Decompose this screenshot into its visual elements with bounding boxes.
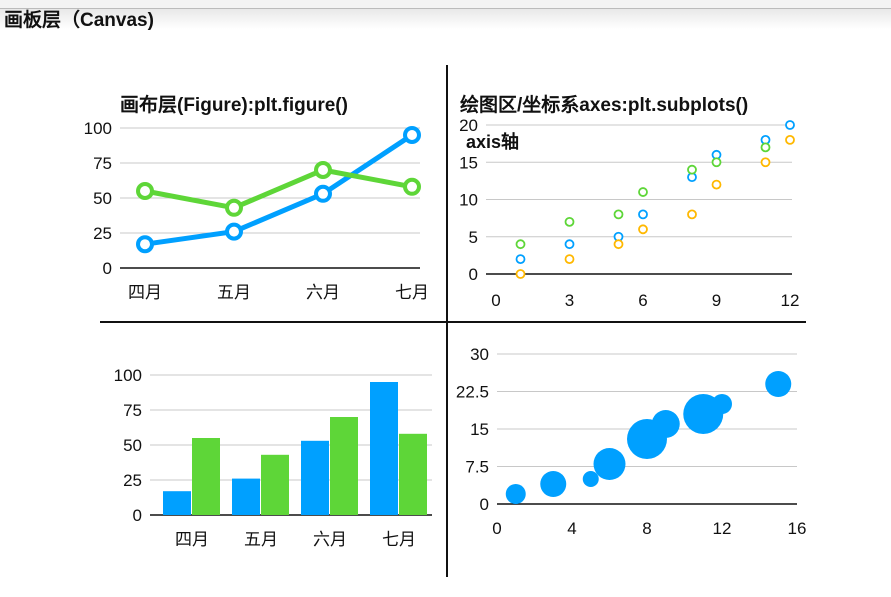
y-tick-label: 25 [93, 224, 112, 243]
point-green [638, 187, 648, 197]
point-green [760, 142, 771, 153]
y-tick-label: 50 [93, 189, 112, 208]
point-green [225, 198, 243, 217]
x-tick-label: 六月 [306, 283, 340, 302]
point-blue [314, 184, 332, 203]
bar-blue [370, 382, 398, 515]
x-tick-label: 0 [491, 291, 500, 310]
bar-blue [163, 491, 191, 515]
y-tick-label: 20 [459, 116, 478, 135]
y-tick-label: 75 [93, 154, 112, 173]
horizontal-divider [100, 321, 806, 323]
bar-green [399, 433, 427, 515]
x-tick-label: 四月 [175, 530, 209, 549]
y-tick-label: 22.5 [456, 383, 489, 402]
x-tick-label: 6 [638, 291, 647, 310]
point-blue [136, 235, 154, 254]
x-tick-label: 9 [712, 291, 721, 310]
y-tick-label: 100 [84, 119, 112, 138]
point-blue [403, 126, 421, 144]
point-green [515, 239, 526, 250]
point-green [314, 161, 332, 179]
bar-green [192, 438, 220, 515]
bar-blue [232, 478, 260, 515]
point-orange [515, 269, 526, 279]
x-tick-label: 七月 [395, 283, 429, 302]
y-tick-label: 50 [123, 436, 142, 455]
x-tick-label: 四月 [128, 283, 162, 302]
y-tick-label: 5 [469, 228, 478, 247]
point-green [564, 216, 575, 227]
x-tick-label: 五月 [244, 530, 278, 549]
bubble [765, 371, 792, 397]
y-tick-label: 30 [470, 345, 489, 364]
y-tick-label: 15 [470, 420, 489, 439]
x-tick-label: 六月 [313, 530, 347, 549]
canvas-title: 画板层（Canvas) [4, 10, 154, 31]
x-tick-label: 16 [788, 519, 807, 538]
bubble [651, 410, 680, 438]
axes-title: 绘图区/坐标系axes:plt.subplots() [460, 95, 749, 116]
point-orange [687, 209, 697, 220]
point-orange [613, 239, 624, 250]
point-blue [638, 209, 648, 220]
bubble [582, 471, 599, 487]
y-tick-label: 7.5 [465, 458, 489, 477]
x-tick-label: 8 [642, 519, 651, 538]
point-green [711, 157, 722, 168]
point-blue [785, 120, 795, 130]
point-blue [515, 254, 526, 265]
x-tick-label: 0 [492, 519, 501, 538]
y-tick-label: 0 [133, 506, 142, 525]
bubble [540, 471, 567, 497]
point-green [403, 177, 421, 196]
point-orange [760, 157, 771, 168]
y-tick-label: 100 [114, 366, 142, 385]
point-green [136, 182, 154, 200]
window-top-bar [0, 0, 891, 9]
bubble [593, 448, 626, 480]
x-tick-label: 七月 [382, 530, 416, 549]
y-tick-label: 75 [123, 401, 142, 420]
y-tick-label: 15 [459, 153, 478, 172]
header-shade [0, 9, 891, 29]
axis-label: axis轴 [466, 132, 520, 152]
bar-green [261, 454, 289, 515]
y-tick-label: 0 [469, 265, 478, 284]
y-tick-label: 10 [459, 191, 478, 210]
point-orange [638, 224, 648, 235]
point-green [613, 209, 624, 220]
bar-blue [301, 440, 329, 515]
point-orange [564, 254, 575, 265]
y-tick-label: 0 [103, 259, 112, 278]
line-blue [144, 132, 414, 247]
x-tick-label: 五月 [217, 283, 251, 302]
y-tick-label: 0 [480, 495, 489, 514]
y-tick-label: 25 [123, 471, 142, 490]
x-tick-label: 12 [713, 519, 732, 538]
point-orange [785, 134, 795, 145]
bubble [712, 394, 732, 414]
point-blue [225, 222, 243, 241]
bubble [505, 484, 526, 504]
point-orange [711, 179, 722, 190]
bar-green [330, 417, 358, 515]
point-blue [564, 239, 575, 250]
line-green [144, 167, 413, 211]
point-green [687, 164, 697, 175]
x-tick-label: 3 [565, 291, 574, 310]
x-tick-label: 12 [781, 291, 800, 310]
x-tick-label: 4 [567, 519, 576, 538]
figure-title: 画布层(Figure):plt.figure() [120, 95, 348, 116]
